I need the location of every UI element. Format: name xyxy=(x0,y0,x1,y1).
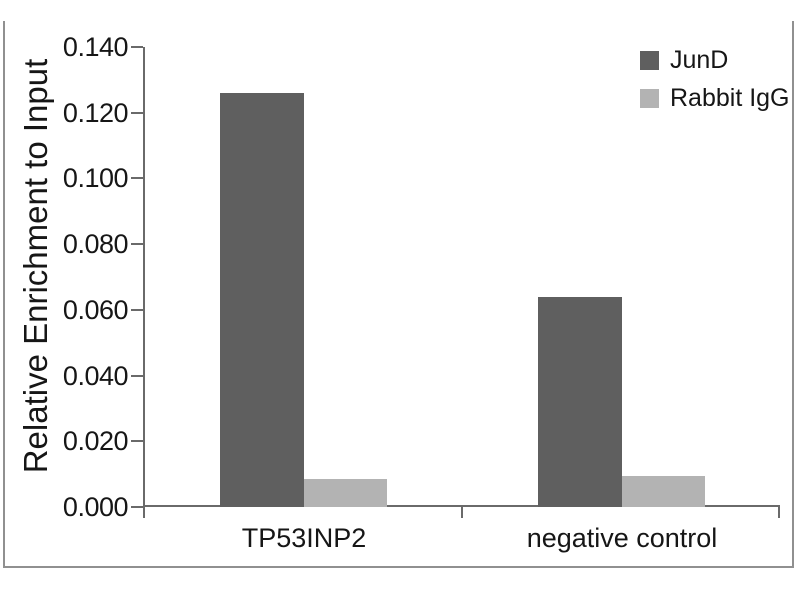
bar-rabbit-igg-tp53inp2 xyxy=(303,479,387,507)
legend-label-rabbit-igg: Rabbit IgG xyxy=(670,83,790,112)
legend-swatch-jund xyxy=(640,50,659,70)
x-category-label-negative-control: negative control xyxy=(526,523,718,553)
y-tick-label: 0.020 xyxy=(62,426,129,457)
x-axis-tick xyxy=(778,507,780,518)
y-tick-label: 0.100 xyxy=(62,163,129,194)
y-axis-tick xyxy=(131,46,143,48)
y-axis-tick xyxy=(131,308,143,311)
y-tick-label: 0.140 xyxy=(62,32,129,62)
y-tick-label: 0.000 xyxy=(62,492,129,522)
y-axis-tick xyxy=(131,440,143,443)
x-category-label-tp53inp2: TP53INP2 xyxy=(241,523,367,553)
legend-swatch-rabbit-igg xyxy=(640,88,659,108)
legend-entry-rabbit-igg: Rabbit IgG xyxy=(640,83,790,113)
bar-jund-negative-control xyxy=(538,297,622,507)
y-tick-label: 0.040 xyxy=(62,360,129,391)
legend-entry-jund: JunD xyxy=(640,45,790,75)
y-axis-line xyxy=(143,47,145,518)
y-axis-tick xyxy=(131,177,143,180)
y-axis-tick xyxy=(131,374,143,377)
legend-label-jund: JunD xyxy=(670,45,729,74)
y-tick-label: 0.060 xyxy=(62,294,129,325)
bar-rabbit-igg-negative-control xyxy=(621,476,705,507)
y-tick-label: 0.080 xyxy=(62,229,129,260)
bar-jund-tp53inp2 xyxy=(220,93,304,507)
y-axis-tick xyxy=(131,506,143,508)
x-axis-line xyxy=(143,505,780,507)
y-tick-label: 0.120 xyxy=(62,97,129,128)
y-axis-tick xyxy=(131,243,143,246)
y-axis-tick xyxy=(131,111,143,114)
x-axis-tick xyxy=(461,507,463,518)
legend: JunD Rabbit IgG xyxy=(640,45,790,121)
